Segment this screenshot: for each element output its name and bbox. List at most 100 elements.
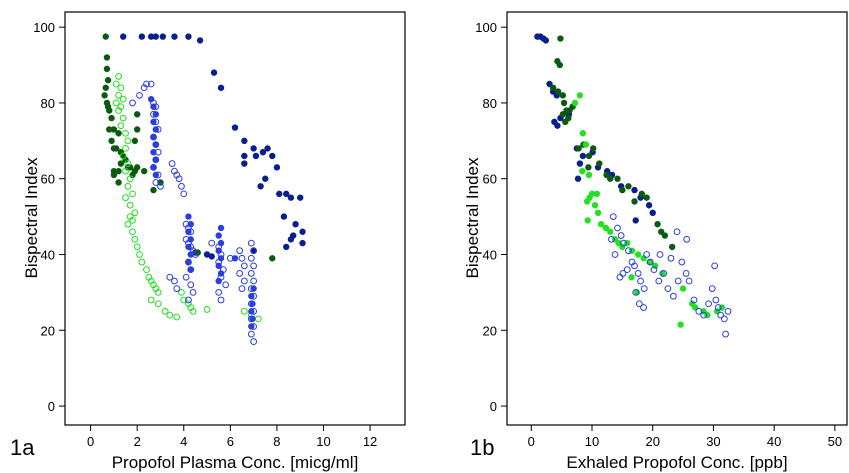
data-point-1a-s0-28 [287,236,295,243]
data-point-1b-s1-30 [585,164,592,171]
data-point-1a-s0-27 [283,243,290,251]
data-point-1a-s1-36 [269,255,276,262]
data-point-1a-s0-30 [241,160,248,167]
panel-1a: 0 2 4 6 8 10 12 0 20 40 60 80 100 Propofol Plasma C… [10,11,406,472]
data-point-1a-s0-4 [159,33,167,40]
data-point-1b-s1-29 [668,243,676,251]
data-point-1a-s3-56 [247,254,255,262]
data-point-1a-s4-14 [187,236,194,243]
data-point-1a-s4-33 [231,255,239,262]
data-point-1b-s3-6 [623,266,631,274]
data-point-1a-s0-0 [120,33,127,40]
data-point-1a-s2-37 [154,300,162,308]
data-point-1b-s2-21 [634,251,642,258]
data-point-1a-s0-25 [299,228,306,235]
data-point-1b-s1-23 [631,198,638,205]
data-point-1a-s4-32 [250,285,257,292]
data-point-1a-s3-49 [238,254,246,262]
data-point-1a-s0-17 [273,164,281,171]
data-point-1a-s4-9 [150,164,157,171]
data-point-1a-s3-16 [152,179,160,186]
data-point-1a-s4-26 [215,277,222,285]
data-point-1a-s3-36 [189,288,197,296]
data-point-1a-s2-26 [131,235,139,243]
data-point-1a-s2-42 [180,296,188,304]
data-point-1a-s3-17 [157,182,164,190]
data-point-1a-s0-13 [252,152,260,160]
data-point-1b-s3-32 [708,285,716,292]
data-point-1b-s1-3 [549,84,557,91]
data-point-1b-s3-16 [635,300,643,308]
data-point-1a-s3-21 [175,175,183,183]
data-point-1b-s0-12 [576,160,584,167]
data-point-1b-s3-13 [637,277,644,285]
data-point-1b-s3-9 [611,251,619,258]
data-point-1a-s1-11 [110,126,118,133]
data-point-1a-s0-12 [250,145,257,152]
data-point-1a-s0-16 [269,152,276,160]
y-tick-label-1a-0: 0 [48,399,55,414]
data-point-1a-s1-32 [133,111,141,118]
data-point-1b-s3-42 [683,235,691,243]
plot-frame-1b [506,11,848,426]
x-tick-label-1a-5: 10 [316,434,330,449]
data-point-1a-s4-21 [217,239,225,247]
data-point-1a-s1-1 [103,54,111,61]
data-point-1b-s3-38 [711,262,719,270]
data-point-1a-s3-68 [166,273,174,281]
data-point-1b-s3-7 [619,270,627,277]
panel-1b: 0 10 20 30 40 50 0 20 40 60 80 100 Exhaled Propofo… [463,11,848,472]
data-point-1a-s4-5 [150,133,157,141]
data-point-1a-s1-13 [108,137,115,145]
data-point-1b-s3-14 [640,285,648,292]
data-point-1a-s2-21 [131,209,139,217]
data-point-1a-s2-46 [203,306,211,313]
data-point-1a-s0-6 [185,33,192,40]
x-tick-label-1a-0: 0 [87,434,94,449]
data-point-1a-s2-3 [115,91,122,99]
data-point-1b-s0-4 [546,80,553,88]
data-point-1a-s0-22 [297,194,304,201]
panel-label-1a: 1a [10,435,35,460]
data-point-1b-s1-6 [560,99,568,107]
x-tick-label-1a-3: 6 [227,434,234,449]
data-point-1a-s4-0 [147,95,155,103]
data-point-1b-s0-9 [554,122,561,129]
data-point-1a-s0-24 [292,220,299,228]
data-point-1a-s2-45 [189,307,197,315]
data-point-1a-s1-31 [133,126,141,133]
data-point-1a-s4-31 [248,323,255,330]
data-point-1a-s2-40 [173,313,181,321]
data-point-1b-s1-2 [556,61,564,69]
data-point-1b-s0-14 [574,175,582,182]
data-point-1a-s4-15 [185,243,192,251]
data-point-1a-s2-18 [129,190,136,198]
data-point-1a-s4-6 [152,141,160,148]
data-point-1b-s3-24 [674,277,682,285]
data-point-1a-s1-3 [104,77,112,84]
data-point-1a-s4-8 [152,156,160,163]
data-point-1a-s0-19 [276,190,283,198]
data-point-1a-s0-14 [259,148,267,156]
y-tick-label-1a-1: 20 [41,323,55,338]
plot-frame-1a [64,11,406,426]
x-tick-label-1b-5: 50 [828,434,842,449]
data-point-1a-s3-37 [185,296,192,304]
data-point-1b-s3-12 [634,270,642,277]
data-point-1a-s3-55 [250,247,258,255]
data-point-1a-s3-18 [168,160,176,167]
data-point-1b-s2-0 [576,92,584,99]
data-point-1a-s2-13 [119,152,127,160]
data-point-1b-s3-29 [695,307,703,315]
data-point-1a-s1-15 [113,145,120,152]
data-point-1b-s2-15 [607,228,614,235]
data-point-1a-s0-9 [217,84,225,91]
data-point-1a-s2-23 [129,216,136,224]
data-point-1a-s0-8 [210,69,218,76]
data-point-1b-s2-2 [579,130,587,137]
x-tick-label-1a-4: 8 [273,434,280,449]
data-point-1b-s1-17 [596,160,603,167]
scatter-points-1b [534,33,732,338]
data-point-1b-s1-10 [559,111,567,118]
data-point-1a-s1-29 [110,167,118,175]
